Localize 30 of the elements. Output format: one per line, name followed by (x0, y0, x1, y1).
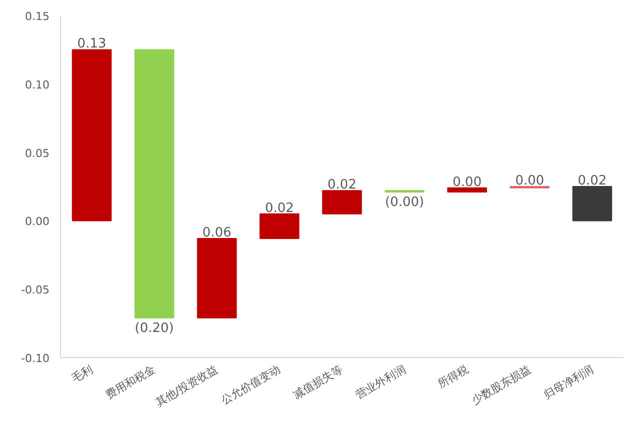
x-tick-label: 其他/投资收益 (153, 362, 220, 409)
data-label: (0.00) (385, 194, 424, 210)
y-tick-label: 0.15 (25, 10, 50, 23)
y-tick-label: 0.10 (25, 78, 50, 92)
data-label: 0.13 (77, 36, 106, 52)
x-tick-label: 少数股东损益 (469, 362, 533, 408)
bar (447, 187, 488, 192)
data-label: 0.02 (578, 174, 607, 188)
y-tick-label: 0.05 (25, 146, 50, 160)
bar (72, 49, 112, 222)
x-tick-label: 营业外利润 (354, 362, 408, 402)
x-tick-label: 所得税 (435, 362, 470, 391)
x-tick-label: 公允价值变动 (219, 362, 283, 408)
y-tick-label: -0.10 (21, 352, 50, 365)
bar (572, 186, 612, 222)
data-label: 0.00 (452, 174, 482, 190)
x-tick-label: 归母净利润 (541, 362, 596, 402)
bar (260, 213, 300, 239)
y-tick-label: -0.05 (21, 284, 50, 297)
bar (134, 49, 174, 318)
x-tick-label: 毛利 (69, 362, 96, 386)
data-label: 0.00 (515, 174, 544, 188)
bar (196, 238, 237, 318)
x-tick-label: 减值损失等 (291, 362, 346, 402)
bar (322, 190, 362, 214)
data-label: (0.20) (134, 320, 174, 336)
data-label: 0.02 (264, 200, 294, 216)
data-label: 0.02 (328, 178, 356, 193)
y-tick-label: 0.00 (25, 215, 50, 228)
data-label: 0.06 (202, 225, 232, 240)
